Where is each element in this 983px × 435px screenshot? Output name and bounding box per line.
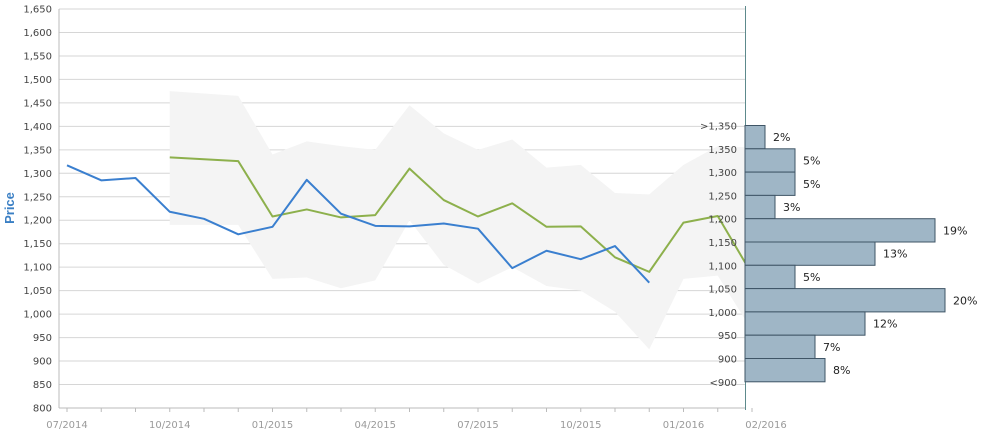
- histogram-value-label: 19%: [943, 224, 967, 237]
- histogram-bin-label: 1,200: [708, 215, 737, 226]
- histogram-bar: [744, 241, 876, 266]
- histogram-value-label: 20%: [953, 294, 977, 307]
- histogram-bar: [744, 311, 866, 336]
- y-tick-label: 1,100: [23, 263, 52, 274]
- y-axis-title: Price: [2, 192, 17, 224]
- x-tick-labels: 07/2014 10/2014 01/2015 04/2015 07/2015 10/20…: [46, 420, 787, 431]
- histogram-bar: [744, 171, 796, 196]
- histogram-bin-labels: >1,350 1,350 1,300 1,250 1,200 1,150 1,100 1,05…: [700, 122, 737, 389]
- forecast-band: [169, 91, 752, 350]
- x-tick-label: 10/2014: [149, 420, 191, 431]
- y-tick-label: 1,400: [23, 122, 52, 133]
- histogram-value-label: 3%: [783, 201, 800, 214]
- y-tick-label: 950: [33, 333, 52, 344]
- y-tick-label: 1,300: [23, 169, 52, 180]
- histogram-bin-label: 1,050: [708, 285, 737, 296]
- histogram-value-label: 5%: [803, 271, 820, 284]
- histogram-value-label: 13%: [883, 248, 907, 261]
- histogram-bin-label: 950: [718, 331, 737, 342]
- y-tick-label: 1,500: [23, 75, 52, 86]
- y-tick-label: 1,350: [23, 145, 52, 156]
- histogram-value-label: 7%: [823, 341, 840, 354]
- histogram-bin-label: 900: [718, 355, 737, 366]
- y-tick-label: 1,600: [23, 28, 52, 39]
- x-tick-label: 02/2016: [745, 420, 787, 431]
- y-tick-label: 1,000: [23, 310, 52, 321]
- histogram-bin-label: <900: [710, 378, 737, 389]
- histogram-value-label: 2%: [773, 131, 790, 144]
- histogram-value-label: 5%: [803, 178, 820, 191]
- y-tick-label: 1,450: [23, 98, 52, 109]
- histogram-bin-label: 1,300: [708, 168, 737, 179]
- green-series-line: [169, 156, 753, 275]
- y-tick-label: 850: [33, 380, 52, 391]
- histogram-bin-label: 1,100: [708, 261, 737, 272]
- y-tick-label: 1,050: [23, 286, 52, 297]
- histogram-bar: [744, 264, 796, 290]
- histogram-bin-label: >1,350: [700, 122, 737, 133]
- y-tick-labels: 800 850 900 950 1,000 1,050 1,100 1,150 1,200 1,2…: [23, 5, 52, 415]
- histogram-bar: [744, 148, 796, 173]
- y-tick-label: 1,250: [23, 192, 52, 203]
- histogram-bin-label: 1,350: [708, 145, 737, 156]
- histogram-bar: [744, 334, 816, 360]
- y-tick-label: 1,550: [23, 51, 52, 62]
- x-tick-label: 07/2015: [457, 420, 499, 431]
- histogram-bar: [744, 194, 776, 220]
- y-tick-label: 1,650: [23, 5, 52, 16]
- x-tick-label: 01/2016: [663, 420, 705, 431]
- histogram-bin-label: 1,150: [708, 238, 737, 249]
- histogram-value-label: 12%: [873, 318, 897, 331]
- y-tick-label: 1,150: [23, 239, 52, 250]
- histogram: 2%5%5%3%19%13%5%20%12%7%8%: [744, 125, 977, 383]
- histogram-bin-label: 1,250: [708, 191, 737, 202]
- x-ticks: [66, 408, 753, 412]
- x-tick-label: 07/2014: [46, 420, 88, 431]
- x-tick-label: 01/2015: [252, 420, 294, 431]
- y-tick-label: 800: [33, 404, 52, 415]
- histogram-bar: [744, 358, 826, 383]
- histogram-bin-label: 1,000: [708, 308, 737, 319]
- histogram-bar: [744, 125, 766, 150]
- histogram-value-label: 8%: [833, 364, 850, 377]
- histogram-bar: [744, 218, 936, 243]
- histogram-bar: [744, 288, 946, 313]
- histogram-value-label: 5%: [803, 154, 820, 167]
- y-tick-label: 900: [33, 357, 52, 368]
- x-tick-label: 04/2015: [354, 420, 396, 431]
- x-tick-label: 10/2015: [560, 420, 602, 431]
- blue-series-line: [66, 164, 650, 284]
- y-tick-label: 1,200: [23, 216, 52, 227]
